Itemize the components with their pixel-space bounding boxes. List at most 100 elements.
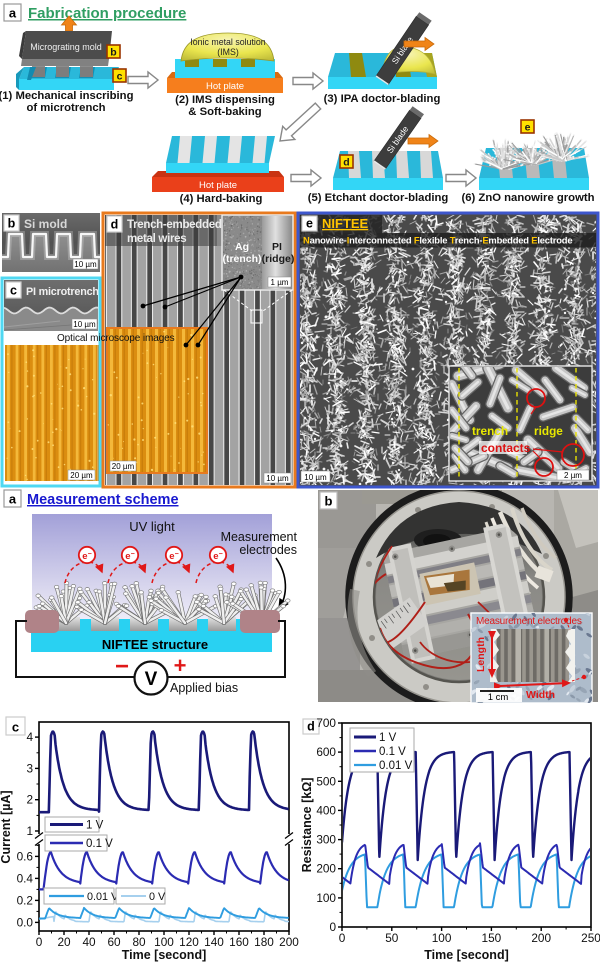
svg-text:80: 80 [132,935,146,949]
svg-text:(2) IMS dispensing: (2) IMS dispensing [175,94,275,106]
svg-text:Nanowire-Interconnected Flexib: Nanowire-Interconnected Flexible Trench-… [303,235,572,246]
svg-text:100: 100 [316,891,336,905]
svg-text:trench: trench [472,424,508,438]
svg-text:Hot plate: Hot plate [199,180,237,191]
svg-text:Hot plate: Hot plate [206,81,244,92]
svg-text:10 µm: 10 µm [304,473,327,482]
svg-text:UV light: UV light [129,519,175,534]
svg-text:120: 120 [179,935,199,949]
svg-text:ridge: ridge [534,424,563,438]
svg-text:600: 600 [316,745,336,759]
svg-text:Trench-embedded: Trench-embedded [127,219,222,231]
svg-text:Time [second]: Time [second] [424,948,509,962]
svg-text:V: V [145,669,158,690]
svg-text:10 µm: 10 µm [74,260,97,269]
svg-text:150: 150 [482,931,502,945]
svg-text:(1) Mechanical inscribing: (1) Mechanical inscribing [0,90,134,102]
svg-text:Optical microscope images: Optical microscope images [57,333,175,344]
svg-text:a: a [9,6,17,21]
svg-text:Ionic metal solution: Ionic metal solution [190,37,265,47]
svg-text:electrodes: electrodes [239,543,297,557]
svg-text:b: b [325,494,333,509]
svg-text:4: 4 [26,730,33,744]
svg-text:500: 500 [316,774,336,788]
svg-text:200: 200 [279,935,299,949]
svg-text:contacts: contacts [481,441,531,455]
svg-text:0: 0 [36,935,43,949]
svg-text:100: 100 [432,931,452,945]
svg-text:NIFTEE: NIFTEE [322,216,369,231]
svg-text:0.01 V: 0.01 V [379,760,413,772]
svg-text:−: − [115,653,129,680]
svg-text:0.2: 0.2 [17,893,33,907]
svg-text:180: 180 [254,935,274,949]
svg-text:(3) IPA doctor-blading: (3) IPA doctor-blading [324,93,441,105]
svg-text:(ridge): (ridge) [262,253,295,265]
svg-text:PI microtrench: PI microtrench [26,286,99,298]
svg-text:(4) Hard-baking: (4) Hard-baking [180,193,263,205]
svg-text:300: 300 [316,833,336,847]
svg-text:140: 140 [204,935,224,949]
svg-text:20 µm: 20 µm [70,471,93,480]
svg-text:(trench): (trench) [222,253,261,265]
svg-text:0: 0 [339,931,346,945]
svg-text:+: + [174,653,187,678]
svg-text:d: d [307,720,315,734]
svg-text:1: 1 [26,824,33,838]
svg-text:10 µm: 10 µm [266,474,289,483]
svg-text:0.01 V: 0.01 V [87,891,119,903]
svg-text:Micrograting mold: Micrograting mold [30,42,102,52]
svg-text:Measurement scheme: Measurement scheme [27,492,179,508]
svg-text:200: 200 [316,862,336,876]
svg-text:a: a [9,492,17,507]
svg-text:10 µm: 10 µm [73,320,96,329]
svg-text:2 µm: 2 µm [564,471,582,480]
svg-text:2: 2 [26,793,33,807]
svg-text:Ag: Ag [235,241,249,253]
svg-text:0.6: 0.6 [17,849,34,863]
svg-text:e: e [306,217,313,231]
svg-text:60: 60 [107,935,121,949]
svg-text:b: b [110,47,116,59]
svg-text:0.1 V: 0.1 V [379,746,406,758]
svg-text:Width: Width [526,689,555,701]
svg-text:c: c [10,284,17,298]
svg-text:c: c [12,720,19,735]
svg-text:Si mold: Si mold [24,217,67,231]
svg-text:0.4: 0.4 [17,871,34,885]
svg-text:3: 3 [26,761,33,775]
svg-text:Measurement: Measurement [221,530,298,544]
svg-text:1 V: 1 V [379,732,397,744]
svg-text:1 cm: 1 cm [488,692,509,703]
svg-text:20: 20 [57,935,71,949]
svg-text:Resistance [kΩ]: Resistance [kΩ] [300,778,314,873]
svg-text:of microtrench: of microtrench [26,102,105,114]
svg-text:400: 400 [316,803,336,817]
svg-text:NIFTEE structure: NIFTEE structure [102,637,208,652]
svg-text:(6) ZnO nanowire growth: (6) ZnO nanowire growth [461,192,594,204]
svg-text:b: b [8,217,16,231]
svg-text:0: 0 [329,920,336,934]
svg-text:Length: Length [475,637,487,672]
svg-text:e: e [525,122,531,134]
svg-text:d: d [111,218,119,232]
svg-text:250: 250 [581,931,600,945]
svg-text:Fabrication procedure: Fabrication procedure [28,5,186,22]
svg-text:d: d [343,157,349,169]
svg-text:1 V: 1 V [86,820,104,832]
svg-text:Time [second]: Time [second] [122,948,207,962]
svg-text:PI: PI [272,241,282,253]
svg-text:40: 40 [82,935,96,949]
svg-text:100: 100 [154,935,174,949]
svg-text:20 µm: 20 µm [112,462,135,471]
svg-text:Current [µA]: Current [µA] [0,790,13,863]
svg-text:0.0: 0.0 [17,915,34,929]
svg-text:& Soft-baking: & Soft-baking [188,106,262,118]
svg-text:(5) Etchant doctor-blading: (5) Etchant doctor-blading [308,192,449,204]
svg-text:(IMS): (IMS) [217,47,239,57]
svg-text:Applied bias: Applied bias [170,681,238,695]
svg-text:c: c [117,71,123,83]
svg-text:0 V: 0 V [149,891,166,903]
svg-text:50: 50 [385,931,399,945]
svg-text:0.1 V: 0.1 V [86,838,113,850]
